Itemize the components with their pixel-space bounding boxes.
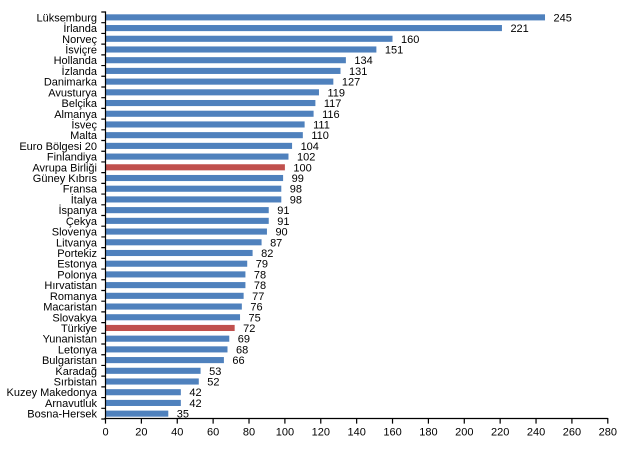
svg-text:Polonya: Polonya (57, 269, 98, 281)
svg-text:120: 120 (312, 426, 330, 438)
svg-text:100: 100 (293, 162, 311, 174)
svg-text:Karadağ: Karadağ (55, 366, 97, 378)
svg-text:75: 75 (249, 312, 261, 324)
svg-text:280: 280 (599, 426, 617, 438)
svg-text:104: 104 (301, 141, 319, 153)
svg-text:Sırbistan: Sırbistan (54, 377, 97, 389)
svg-text:245: 245 (554, 12, 572, 24)
svg-text:35: 35 (177, 409, 189, 421)
svg-text:127: 127 (342, 77, 360, 89)
svg-text:40: 40 (171, 426, 183, 438)
svg-text:İsviçre: İsviçre (65, 43, 97, 56)
svg-text:240: 240 (527, 426, 545, 438)
svg-text:200: 200 (455, 426, 473, 438)
svg-text:Malta: Malta (70, 130, 98, 142)
svg-text:Slovakya: Slovakya (52, 312, 98, 324)
svg-text:Finlandiya: Finlandiya (47, 152, 98, 164)
svg-text:131: 131 (349, 66, 367, 78)
svg-text:76: 76 (250, 302, 262, 314)
svg-text:79: 79 (256, 259, 268, 271)
svg-text:82: 82 (261, 248, 273, 260)
svg-text:69: 69 (238, 334, 250, 346)
svg-text:260: 260 (563, 426, 581, 438)
svg-text:Yunanistan: Yunanistan (43, 334, 97, 346)
svg-text:72: 72 (243, 323, 255, 335)
svg-text:Güney Kıbrıs: Güney Kıbrıs (33, 173, 98, 185)
svg-text:151: 151 (385, 44, 403, 56)
svg-text:116: 116 (322, 109, 340, 121)
svg-text:140: 140 (347, 426, 365, 438)
svg-text:20: 20 (135, 426, 147, 438)
svg-text:Danimarka: Danimarka (44, 77, 98, 89)
svg-text:117: 117 (324, 98, 342, 110)
svg-text:Estonya: Estonya (57, 259, 98, 271)
svg-text:102: 102 (297, 152, 315, 164)
svg-text:160: 160 (383, 426, 401, 438)
svg-text:220: 220 (491, 426, 509, 438)
svg-text:111: 111 (313, 119, 330, 131)
svg-text:98: 98 (290, 184, 302, 196)
svg-text:İrlanda: İrlanda (63, 22, 98, 35)
svg-text:98: 98 (290, 194, 302, 206)
svg-text:Türkiye: Türkiye (61, 323, 97, 335)
svg-text:91: 91 (277, 216, 289, 228)
svg-text:99: 99 (292, 173, 304, 185)
svg-text:İtalya: İtalya (71, 193, 98, 206)
svg-text:42: 42 (189, 398, 201, 410)
svg-text:Bosna-Hersek: Bosna-Hersek (27, 409, 97, 421)
svg-text:Almanya: Almanya (54, 109, 98, 121)
svg-text:91: 91 (277, 205, 289, 217)
svg-text:53: 53 (209, 366, 221, 378)
svg-text:60: 60 (207, 426, 219, 438)
svg-text:Litvanya: Litvanya (56, 237, 98, 249)
svg-text:77: 77 (252, 291, 264, 303)
svg-text:119: 119 (327, 87, 345, 99)
svg-text:Fransa: Fransa (63, 184, 98, 196)
svg-text:İspanya: İspanya (58, 204, 97, 217)
svg-text:Bulgaristan: Bulgaristan (42, 355, 97, 367)
svg-text:Hollanda: Hollanda (54, 55, 98, 67)
svg-text:42: 42 (189, 387, 201, 399)
svg-text:Macaristan: Macaristan (43, 302, 97, 314)
svg-text:90: 90 (275, 227, 287, 239)
svg-text:100: 100 (276, 426, 294, 438)
svg-text:Euro Bölgesi 20: Euro Bölgesi 20 (19, 141, 97, 153)
svg-text:160: 160 (401, 34, 419, 46)
svg-text:İzlanda: İzlanda (62, 65, 98, 78)
svg-text:İsveç: İsveç (71, 118, 97, 131)
svg-text:Letonya: Letonya (58, 344, 98, 356)
svg-text:Arnavutluk: Arnavutluk (45, 398, 97, 410)
svg-text:Lüksemburg: Lüksemburg (36, 12, 97, 24)
svg-text:Portekiz: Portekiz (57, 248, 97, 260)
svg-text:Çekya: Çekya (66, 216, 98, 228)
svg-text:180: 180 (419, 426, 437, 438)
svg-text:78: 78 (254, 269, 266, 281)
svg-text:52: 52 (207, 377, 219, 389)
svg-text:66: 66 (232, 355, 244, 367)
svg-text:0: 0 (102, 426, 108, 438)
svg-text:Kuzey Makedonya: Kuzey Makedonya (7, 387, 98, 399)
svg-text:Norveç: Norveç (62, 34, 97, 46)
svg-text:Slovenya: Slovenya (52, 227, 98, 239)
svg-text:221: 221 (510, 23, 528, 35)
svg-text:Belçika: Belçika (62, 98, 98, 110)
svg-text:110: 110 (311, 130, 329, 142)
svg-text:68: 68 (236, 344, 248, 356)
svg-text:80: 80 (243, 426, 255, 438)
svg-text:Hırvatistan: Hırvatistan (44, 280, 97, 292)
svg-text:Avrupa Birliği: Avrupa Birliği (32, 162, 97, 174)
svg-text:Romanya: Romanya (50, 291, 98, 303)
svg-text:Avusturya: Avusturya (48, 87, 98, 99)
svg-text:78: 78 (254, 280, 266, 292)
svg-text:134: 134 (354, 55, 372, 67)
svg-text:87: 87 (270, 237, 282, 249)
